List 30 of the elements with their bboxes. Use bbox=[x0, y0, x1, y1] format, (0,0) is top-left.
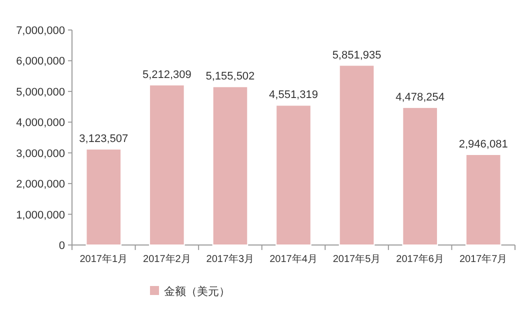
y-tick-label: 0 bbox=[58, 240, 65, 252]
bar bbox=[276, 104, 312, 246]
bar bbox=[212, 86, 248, 246]
y-tick-label: 5,000,000 bbox=[16, 86, 65, 98]
x-tick-label: 2017年1月 bbox=[80, 253, 128, 265]
y-tick-label: 1,000,000 bbox=[16, 209, 65, 222]
bar bbox=[149, 84, 185, 246]
data-label: 2,946,081 bbox=[458, 138, 508, 151]
data-label: 5,212,309 bbox=[142, 68, 192, 81]
y-tick-label: 2,000,000 bbox=[16, 178, 65, 191]
legend-label: 金额（美元） bbox=[164, 285, 230, 298]
x-tick-label: 2017年2月 bbox=[143, 253, 191, 265]
bar bbox=[465, 154, 502, 246]
x-tick-label: 2017年3月 bbox=[206, 253, 254, 265]
x-tick-label: 2017年7月 bbox=[459, 253, 508, 265]
y-tick-label: 6,000,000 bbox=[16, 56, 65, 68]
x-tick-label: 2017年5月 bbox=[332, 253, 381, 265]
y-tick-label: 7,000,000 bbox=[16, 25, 65, 37]
data-label: 5,155,502 bbox=[206, 70, 255, 83]
data-label: 4,551,319 bbox=[269, 89, 318, 102]
bar bbox=[86, 148, 122, 246]
data-label: 5,851,935 bbox=[332, 49, 382, 62]
x-tick-label: 2017年6月 bbox=[396, 253, 444, 265]
x-tick-label: 2017年4月 bbox=[270, 253, 318, 265]
bar bbox=[338, 64, 375, 246]
data-label: 4,478,254 bbox=[396, 91, 445, 104]
y-tick-label: 3,000,000 bbox=[16, 148, 65, 160]
bar bbox=[402, 106, 438, 246]
data-label: 3,123,507 bbox=[79, 133, 128, 146]
y-tick-label: 4,000,000 bbox=[16, 117, 65, 130]
